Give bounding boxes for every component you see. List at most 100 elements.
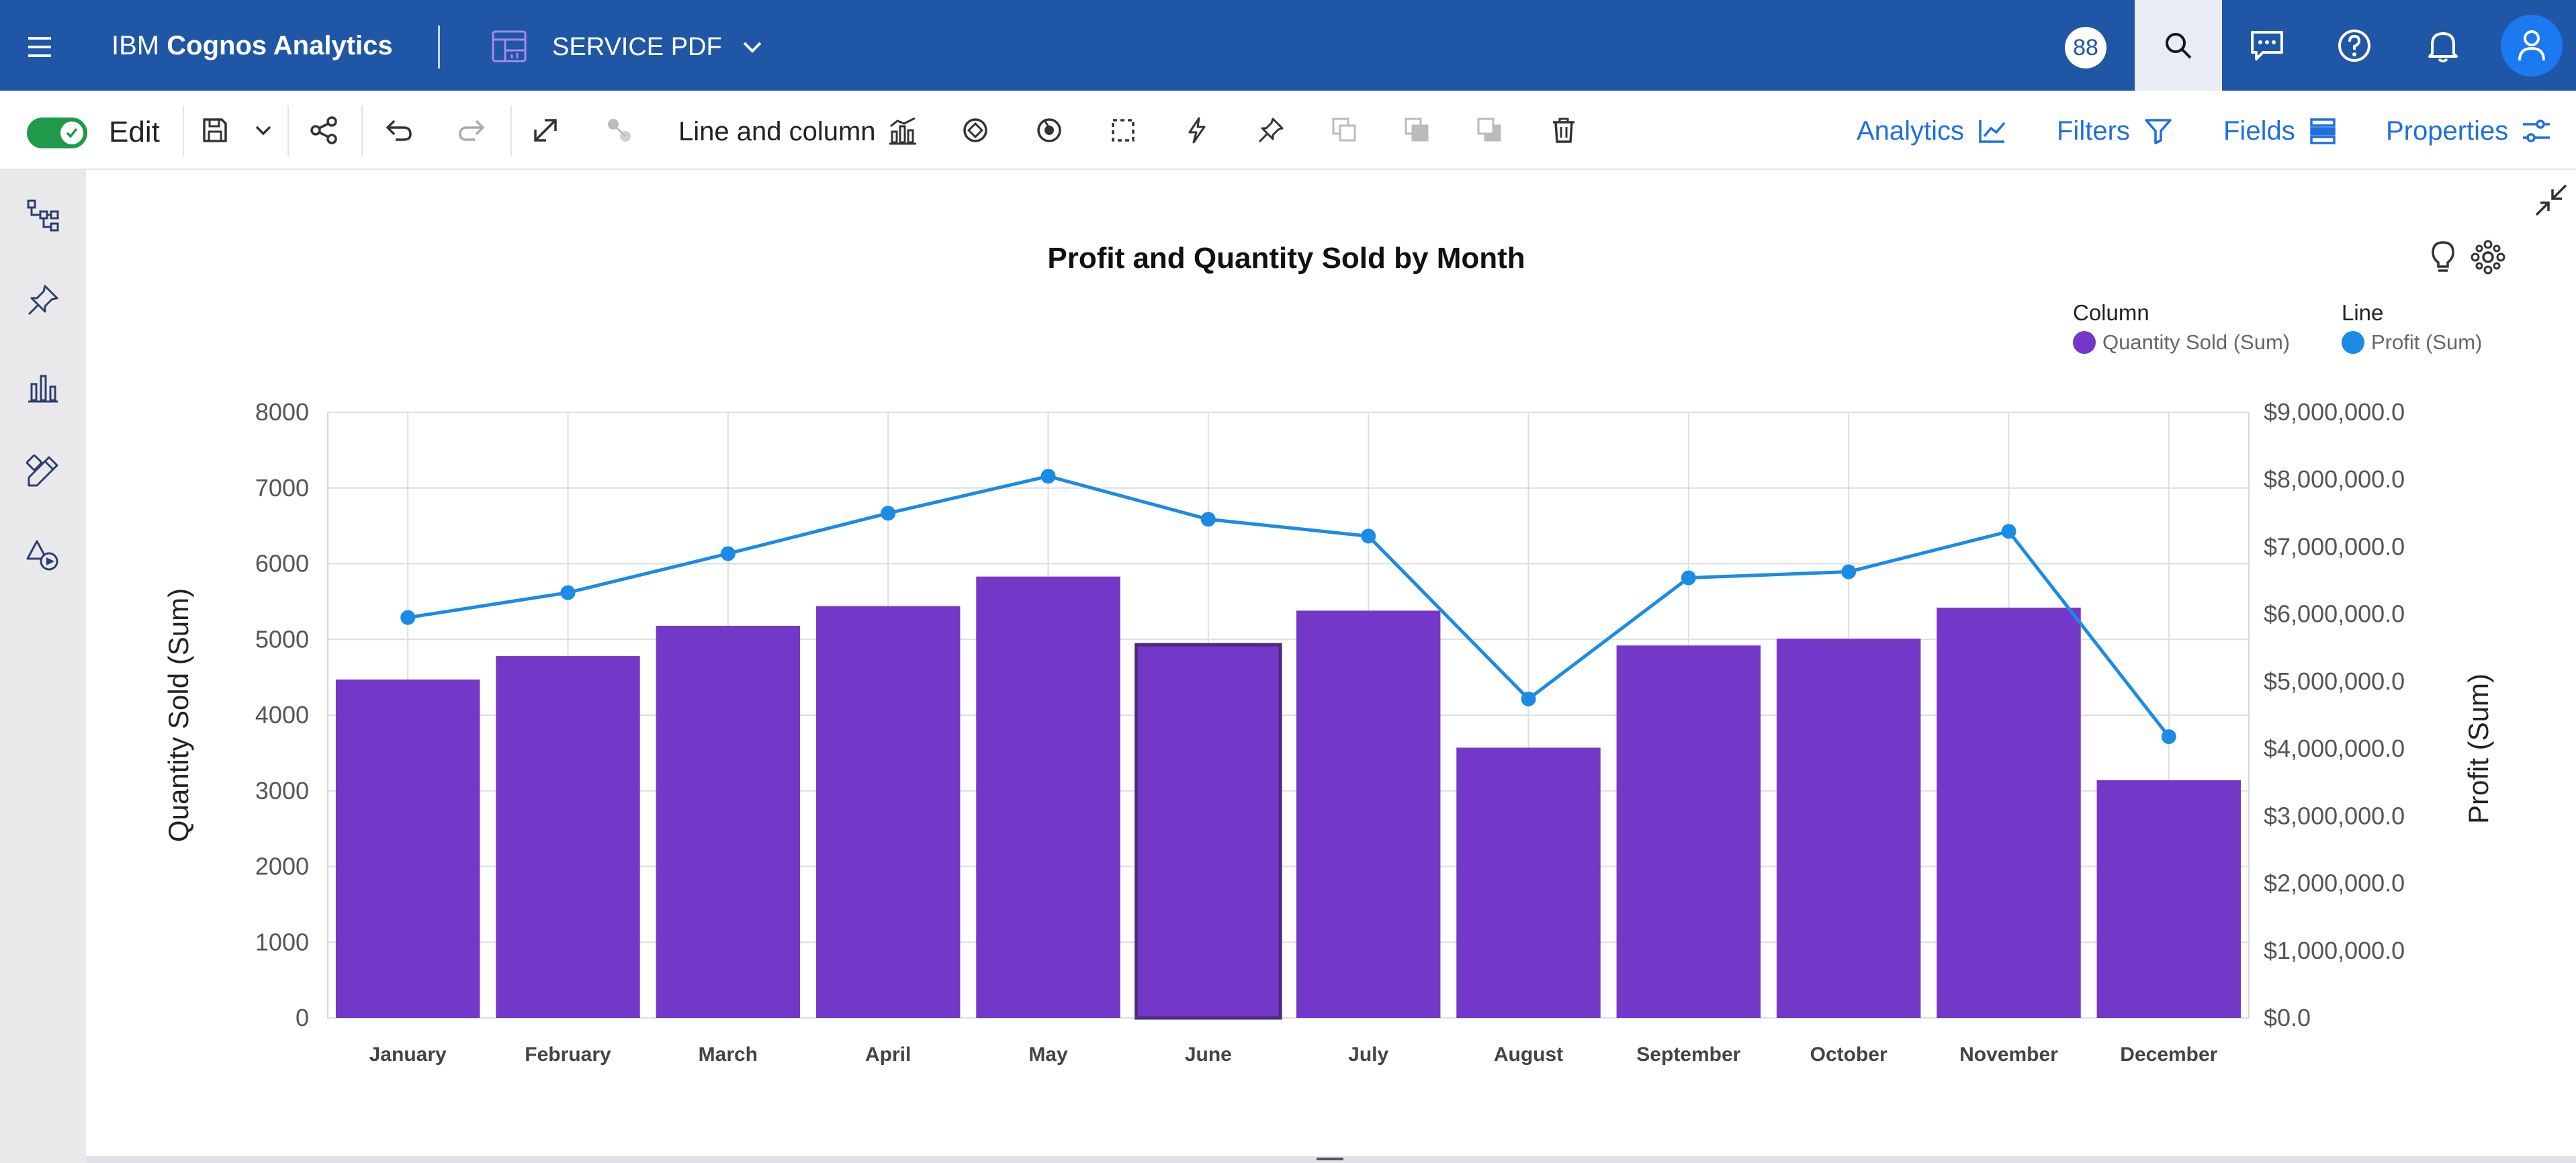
notification-count-badge[interactable]: 88 (2065, 27, 2106, 68)
edit-toolbar: Edit (0, 91, 2576, 170)
column-bar[interactable] (976, 576, 1120, 1018)
legend-line-heading: Line (2342, 300, 2384, 325)
marquee-select-icon (1112, 119, 1135, 142)
column-bar[interactable] (656, 625, 801, 1018)
column-bar[interactable] (1456, 747, 1601, 1018)
legend-line-group: Line Profit (Sum) (2342, 298, 2482, 357)
document-name[interactable]: SERVICE PDF (552, 33, 722, 61)
toolbar-divider (183, 105, 184, 156)
save-icon (203, 118, 227, 142)
bring-forward-button[interactable] (1396, 91, 1439, 170)
legend-item-profit[interactable]: Profit (Sum) (2342, 328, 2482, 357)
analytics-button[interactable]: Analytics (1857, 111, 2007, 151)
chevron-down-icon[interactable] (739, 34, 766, 60)
copy-icon (1332, 118, 1356, 142)
undo-button[interactable] (377, 91, 420, 170)
legend-column-heading: Column (2073, 300, 2149, 325)
restore-size-icon[interactable] (2532, 181, 2570, 219)
profit-point[interactable] (720, 546, 736, 561)
brand-prefix: IBM (112, 31, 160, 60)
column-bar[interactable] (1616, 645, 1761, 1018)
legend-label-profit: Profit (Sum) (2371, 330, 2483, 354)
rail-design-button[interactable] (20, 449, 66, 494)
rail-media-button[interactable] (20, 532, 66, 578)
column-bar[interactable] (1296, 610, 1441, 1018)
user-button[interactable] (2488, 0, 2575, 91)
chart-type-label[interactable]: Line and column (678, 117, 876, 146)
sliders-icon (2523, 120, 2550, 142)
column-bar[interactable] (2096, 780, 2241, 1018)
profit-point[interactable] (1841, 564, 1857, 579)
share-button[interactable] (302, 91, 345, 170)
select-button[interactable] (1102, 91, 1145, 170)
profit-point[interactable] (1361, 528, 1376, 544)
profit-point[interactable] (2001, 524, 2016, 539)
category-label: October (1810, 1043, 1887, 1066)
style-button[interactable] (954, 91, 997, 170)
toolbar-divider (510, 105, 512, 156)
send-backward-icon (1477, 118, 1501, 142)
save-options-button[interactable] (245, 91, 282, 170)
right-axis-tick-label: $4,000,000.0 (2264, 735, 2405, 762)
profit-point[interactable] (1040, 469, 1056, 484)
properties-button[interactable]: Properties (2386, 111, 2551, 151)
line-and-column-chart-icon (889, 117, 916, 145)
navigate-icon (1037, 118, 1061, 142)
column-bar[interactable] (335, 680, 480, 1018)
dashboard-icon[interactable] (492, 30, 527, 62)
rail-hierarchy-button[interactable] (20, 193, 66, 238)
profit-point[interactable] (560, 585, 576, 600)
lightbulb-icon[interactable] (2426, 238, 2460, 276)
profit-point[interactable] (400, 610, 416, 625)
properties-label: Properties (2386, 115, 2509, 146)
delete-button[interactable] (1542, 91, 1585, 170)
resize-handle[interactable] (1317, 1158, 1343, 1160)
search-button[interactable] (2135, 0, 2222, 91)
drill-through-button[interactable] (1175, 91, 1218, 170)
column-bar[interactable] (496, 656, 640, 1018)
maximize-button[interactable] (524, 91, 567, 170)
filters-label: Filters (2057, 115, 2130, 146)
column-bar[interactable] (1135, 643, 1282, 1020)
avatar (2501, 14, 2563, 77)
pin-button[interactable] (1249, 91, 1292, 170)
edit-toggle[interactable] (27, 118, 87, 148)
maximize-icon (534, 119, 557, 142)
chevron-down-icon (255, 126, 271, 136)
profit-point[interactable] (1200, 512, 1216, 527)
profit-point[interactable] (1681, 570, 1696, 586)
rail-pin-button[interactable] (20, 277, 66, 323)
rail-visualizations-button[interactable] (20, 365, 66, 410)
category-label: September (1636, 1043, 1740, 1066)
profit-point[interactable] (881, 506, 896, 521)
category-label: January (369, 1043, 447, 1066)
category-label: July (1348, 1043, 1388, 1066)
category-label: May (1028, 1043, 1068, 1066)
column-bar[interactable] (815, 606, 961, 1018)
navigate-button[interactable] (1028, 91, 1071, 170)
change-visualization-button[interactable] (883, 91, 923, 170)
insights-icon[interactable] (2469, 238, 2507, 276)
left-axis-title: Quantity Sold (Sum) (163, 588, 194, 842)
redo-button[interactable] (450, 91, 493, 170)
help-button[interactable] (2311, 0, 2398, 91)
send-backward-button[interactable] (1468, 91, 1511, 170)
menu-icon[interactable] (20, 27, 60, 67)
save-button[interactable] (195, 91, 235, 170)
column-bar[interactable] (1776, 639, 1921, 1018)
chat-button[interactable] (2223, 0, 2311, 91)
category-label: December (2120, 1043, 2217, 1066)
notifications-button[interactable] (2399, 0, 2487, 91)
profit-point[interactable] (1521, 691, 1536, 706)
column-bar[interactable] (1937, 607, 2081, 1018)
connections-button[interactable] (598, 91, 641, 170)
fields-button[interactable]: Fields (2223, 111, 2337, 151)
copy-button[interactable] (1323, 91, 1366, 170)
filters-button[interactable]: Filters (2057, 111, 2173, 151)
right-axis-tick-label: $5,000,000.0 (2264, 667, 2405, 695)
toolbar-divider (287, 105, 289, 156)
profit-point[interactable] (2161, 729, 2176, 745)
legend-item-quantity[interactable]: Quantity Sold (Sum) (2073, 328, 2290, 357)
category-label: April (865, 1043, 911, 1066)
chart-title: Profit and Quantity Sold by Month (1047, 242, 1525, 275)
